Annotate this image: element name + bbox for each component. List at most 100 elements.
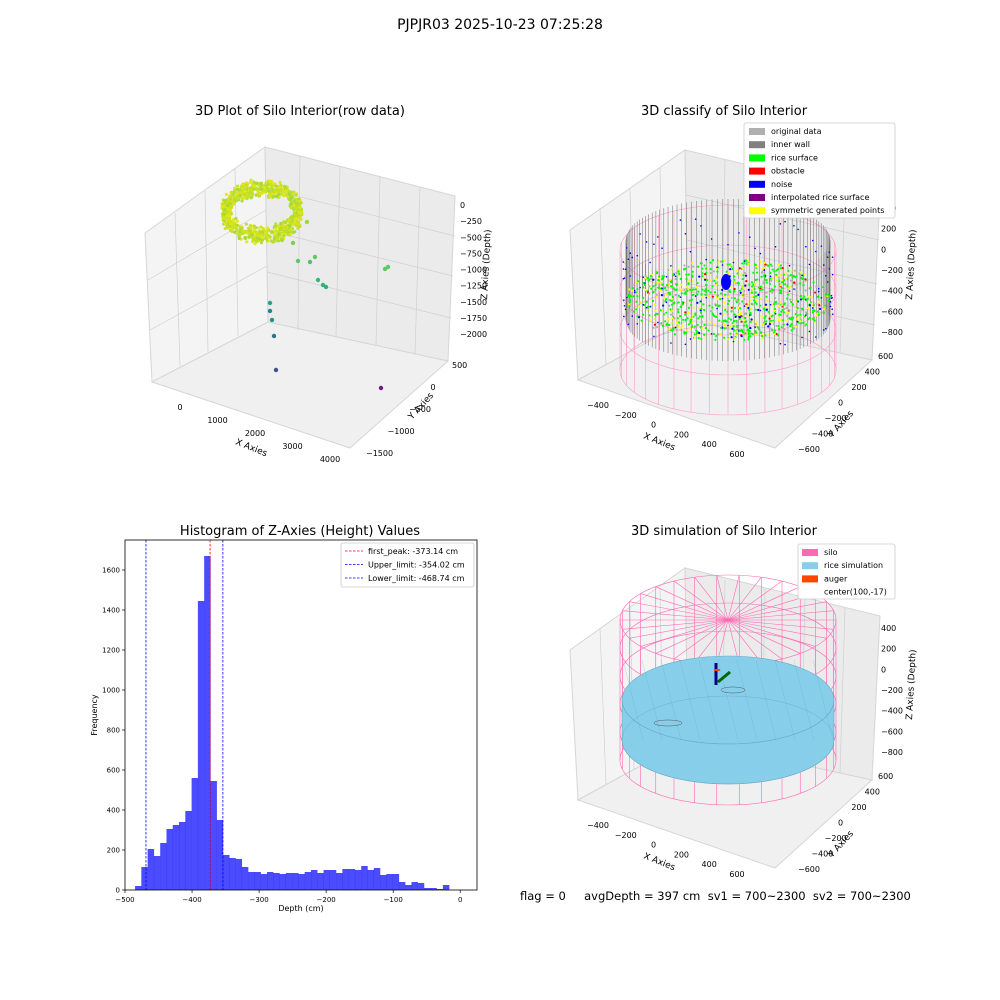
classify-z-tick: 0	[881, 245, 886, 254]
classify-legend-label: inner wall	[771, 140, 810, 149]
classify-legend-swatch	[749, 141, 765, 149]
classify-z-tick: 200	[881, 225, 896, 234]
classify-legend-swatch	[749, 128, 765, 135]
raw-z-tick: −250	[460, 217, 482, 226]
raw-y-tick: 0	[431, 383, 436, 392]
hist-bar	[405, 885, 412, 890]
status-footer: flag = 0 avgDepth = 397 cm sv1 = 700~230…	[520, 889, 911, 903]
simulation-3d-plot: −400 −200 0 200 400 600 600 400 200 0 −200 −400 −60…	[569, 543, 919, 879]
histogram-title: Histogram of Z-Axies (Height) Values	[179, 524, 421, 539]
hist-bar	[216, 820, 224, 890]
hist-bar	[373, 868, 381, 890]
hist-frame	[124, 539, 478, 891]
classify-legend-label: symmetric generated points	[771, 206, 884, 215]
classify-legend-items: original data inner wall rice surface obsta…	[749, 127, 884, 215]
hist-bar	[285, 873, 293, 890]
raw-x-tick: 1000	[207, 416, 227, 425]
hist-bar	[424, 888, 431, 890]
raw-x-tick: 0	[177, 403, 182, 412]
hist-bar	[273, 873, 280, 890]
simulation-legend-label: rice simulation	[824, 561, 883, 570]
hist-bar	[417, 883, 425, 890]
classify-legend-swatch	[749, 167, 765, 175]
hist-xlabel: Depth (cm)	[278, 904, 323, 913]
hist-bar	[235, 859, 243, 890]
hist-bar	[323, 870, 331, 890]
hist-bar	[317, 873, 324, 890]
simulation-z-tick: 400	[881, 624, 896, 633]
simulation-rice-surface	[621, 655, 835, 785]
raw-y-tick: 500	[452, 361, 467, 370]
raw-z-tick: −1750	[460, 314, 487, 323]
simulation-z-tick: 0	[881, 665, 886, 674]
classify-y-tick: 200	[851, 383, 866, 392]
hist-xtick-label: −300	[249, 896, 268, 904]
hist-xtick-label: −200	[317, 896, 336, 904]
classify-x-tick: 200	[674, 430, 689, 439]
hist-ytick-label: 800	[107, 727, 120, 735]
hist-yticks: 0 200 400 600 800 1000 1200 1400 1600	[102, 567, 125, 895]
raw-x-tick: 2000	[245, 429, 265, 438]
hist-ytick-label: 600	[107, 767, 120, 775]
classify-z-tick: −800	[881, 328, 903, 337]
classify-y-tick: 400	[865, 368, 880, 377]
hist-bar	[336, 873, 343, 890]
simulation-zlabel: Z Axies (Depth)	[905, 649, 919, 720]
classify-3d-plot: −400 −200 0 200 400 600 600 400 200 0 −200 −400 −60…	[569, 122, 919, 459]
hist-bar	[298, 874, 305, 890]
hist-bar	[241, 867, 249, 890]
raw-z-tick: −1500	[460, 298, 487, 307]
classify-z-tick: −600	[881, 307, 903, 316]
simulation-ticks-x: −400 −200 0 200 400 600	[587, 821, 745, 879]
hist-bar	[254, 872, 261, 890]
classify-legend-label: rice surface	[771, 153, 818, 162]
histogram-chart: −500 −400 −300 −200 −100 0 0 200 400 600 800 1000 1…	[90, 539, 478, 913]
hist-bar	[153, 856, 161, 890]
classify-x-tick: 0	[651, 421, 656, 430]
raw-ticks-z: 0 −250 −500 −750 −1000 −1250 −1500 −1750 −2000	[460, 201, 487, 339]
simulation-x-tick: −400	[587, 821, 609, 830]
simulation-x-tick: 600	[729, 870, 744, 879]
hist-bar	[292, 873, 299, 890]
hist-legend-label: Upper_limit: -354.02 cm	[368, 561, 465, 570]
hist-ytick-label: 200	[107, 847, 120, 855]
classify-xlabel: X Axies	[642, 432, 677, 454]
simulation-x-tick: 200	[674, 850, 689, 859]
raw-y-tick: −1000	[388, 427, 415, 436]
classify-ticks-y: 600 400 200 0 −200 −400 −600	[798, 352, 893, 454]
classify-y-tick: −200	[825, 414, 847, 423]
simulation-legend-swatch	[802, 549, 818, 556]
simulation-x-tick: 0	[651, 841, 656, 850]
hist-bar	[411, 882, 418, 890]
raw-x-tick: 3000	[282, 442, 302, 451]
hist-ytick-label: 1200	[102, 647, 120, 655]
hist-ytick-label: 1400	[102, 607, 120, 615]
simulation-legend-swatch	[802, 575, 818, 583]
simulation-legend-label: auger	[824, 574, 848, 583]
hist-bar	[141, 867, 148, 890]
classify-point-cloud	[619, 199, 837, 416]
classify-legend-label: original data	[771, 127, 822, 136]
classify-legend-label: obstacle	[771, 167, 805, 176]
simulation-y-tick: 200	[851, 803, 866, 812]
hist-bar	[191, 778, 199, 890]
simulation-legend: silo rice simulation auger center(100,-17)	[797, 543, 896, 600]
hist-bars	[135, 556, 450, 890]
simulation-ticks-z: 400 200 0 −200 −400 −600 −800	[881, 624, 903, 757]
hist-bar	[279, 874, 287, 890]
simulation-z-tick: −600	[881, 727, 903, 736]
hist-ytick-label: 400	[107, 807, 120, 815]
raw-plot-title: 3D Plot of Silo Interior(row data)	[195, 104, 405, 119]
simulation-z-tick: −200	[881, 686, 903, 695]
hist-ylabel: Frequency	[90, 694, 99, 736]
hist-vlines	[145, 540, 224, 890]
hist-xtick-label: −100	[384, 896, 403, 904]
hist-bar	[361, 866, 368, 890]
raw-z-tick: −1000	[460, 266, 487, 275]
hist-bar	[166, 829, 173, 890]
hist-bar	[172, 825, 180, 890]
hist-bar	[430, 888, 437, 890]
simulation-y-tick: 600	[878, 772, 893, 781]
classify-x-tick: −400	[587, 401, 609, 410]
